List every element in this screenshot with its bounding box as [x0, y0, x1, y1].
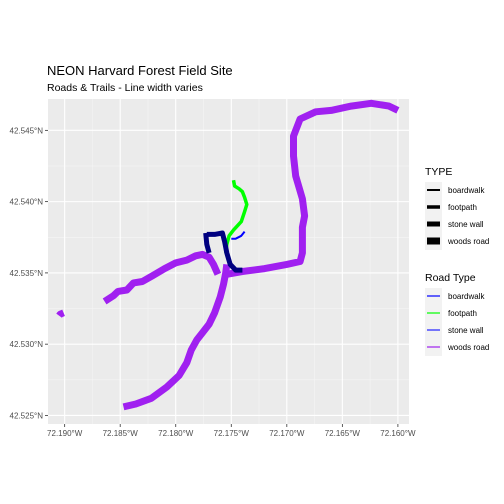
x-tick-label: 72.180°W [158, 429, 194, 438]
y-tick-label: 42.525°N [10, 411, 44, 420]
legend-title: Road Type [425, 272, 476, 284]
legend-label: stone wall [448, 326, 484, 335]
series-line-woods-road [226, 99, 400, 278]
x-tick-label: 72.170°W [269, 429, 305, 438]
series-line-stone-wall [203, 232, 212, 254]
legend-label: boardwalk [448, 292, 485, 301]
series-line-boardwalk [231, 230, 246, 240]
series-line-woods-road [102, 250, 222, 305]
y-tick-label: 42.540°N [10, 198, 44, 207]
y-tick-label: 42.530°N [10, 340, 44, 349]
chart-title: NEON Harvard Forest Field Site [47, 63, 233, 78]
y-tick-label: 42.545°N [10, 126, 44, 135]
x-tick-label: 72.190°W [47, 429, 83, 438]
axis-labels: 72.190°W 72.185°W 72.180°W 72.175°W 72.170°W… [10, 126, 416, 438]
legend-label: footpath [448, 203, 477, 212]
legend-label: boardwalk [448, 186, 485, 195]
legend-title: TYPE [425, 166, 452, 178]
series-line-footpath [223, 179, 249, 254]
series-line-woods-road [122, 263, 231, 411]
x-tick-label: 72.160°W [380, 429, 416, 438]
x-tick-label: 72.175°W [214, 429, 250, 438]
legend-label: woods road [447, 237, 489, 246]
legend-label: woods road [447, 343, 489, 352]
chart-subtitle: Roads & Trails - Line width varies [47, 82, 203, 94]
y-tick-label: 42.535°N [10, 269, 44, 278]
legend: TYPE boardwalk footpath stone wall woods roa… [425, 166, 489, 356]
series-layer [56, 99, 400, 411]
legend-label: stone wall [448, 220, 484, 229]
x-tick-label: 72.185°W [103, 429, 139, 438]
legend-label: footpath [448, 309, 477, 318]
series-line-woods-road [56, 309, 65, 318]
series-line-stone-wall [206, 230, 243, 273]
x-tick-label: 72.165°W [325, 429, 361, 438]
